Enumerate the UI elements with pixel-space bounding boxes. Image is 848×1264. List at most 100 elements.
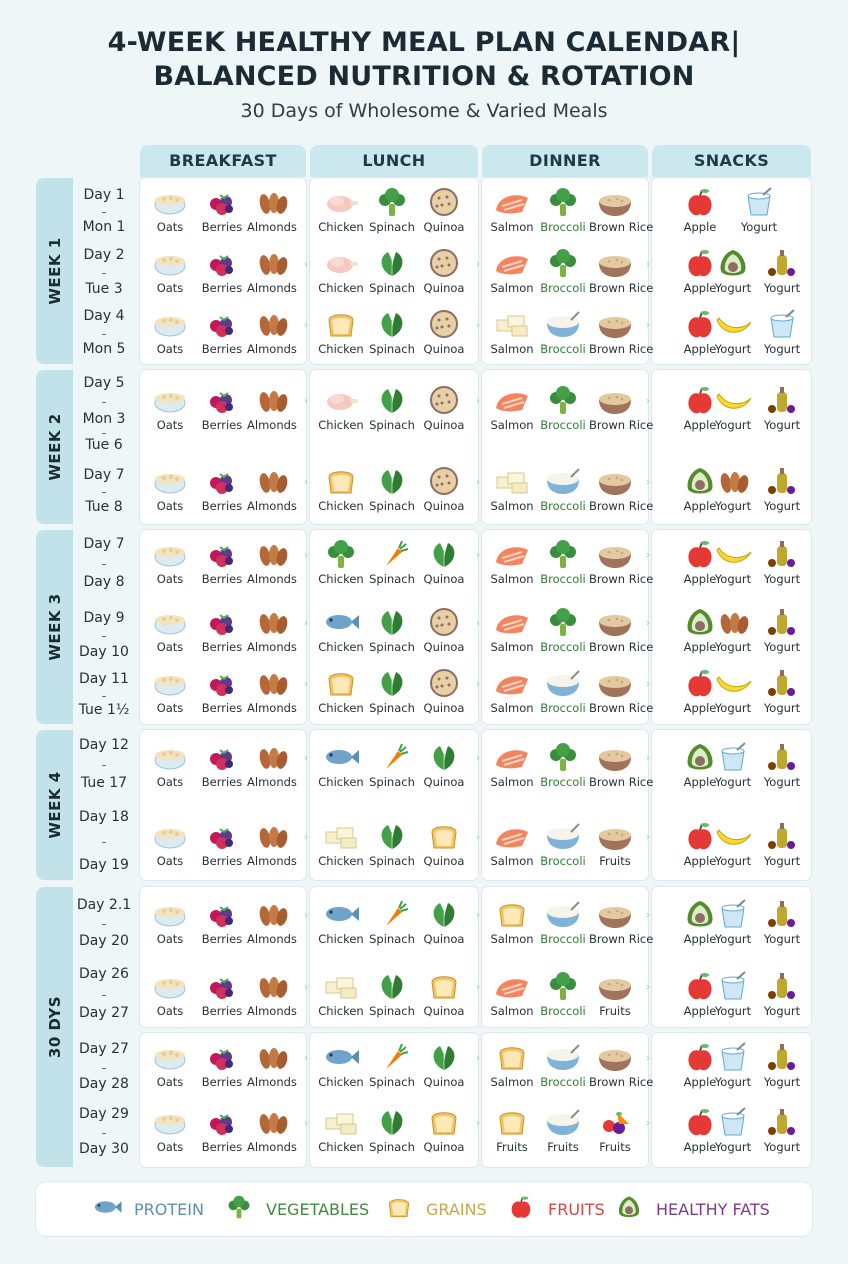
almonds-icon [707, 606, 759, 638]
rice-icon [589, 606, 641, 638]
meal-item-label: Berries [201, 701, 243, 715]
meal-item: Quinoa [418, 538, 470, 586]
meal-item: Almonds [246, 1106, 298, 1154]
ricebowl-icon [537, 1041, 589, 1073]
meal-item-label: Broccoli [540, 1004, 586, 1018]
meal-item-label: Salmon [490, 1075, 534, 1089]
meal-item: Spinach [366, 247, 418, 295]
apple-icon [674, 820, 726, 852]
day-label: Mon 3 [82, 411, 126, 427]
meal-item-label: Salmon [490, 701, 534, 715]
meal-item-label: Chicken [318, 220, 364, 234]
meal-item-label: Chicken [318, 775, 364, 789]
meal-item: Quinoa [418, 741, 470, 789]
meal-item-label: Oats [156, 499, 184, 513]
meal-item: Chicken [315, 247, 367, 295]
day-label: Tue 3 [85, 281, 123, 297]
meal-item: Apple [674, 247, 726, 295]
week-label: WEEK 2 [45, 413, 64, 481]
day-label: Day 29 [79, 1106, 129, 1122]
meal-item: Chicken [315, 898, 367, 946]
almonds-icon [246, 970, 298, 1002]
salmon-icon [486, 970, 538, 1002]
meal-item: Apple [674, 667, 726, 715]
day-label: Day 2.1 [76, 897, 132, 913]
week-tab-4: WEEK 4 [36, 730, 73, 880]
meal-item-label: Broccoli [540, 220, 586, 234]
meal-item: Almonds [246, 186, 298, 234]
oats-icon [144, 741, 196, 773]
rotation-arrow: › [304, 259, 308, 270]
oats-icon [144, 1041, 196, 1073]
berries-icon [196, 538, 248, 570]
meal-item-label: Salmon [490, 775, 534, 789]
almonds-icon [246, 898, 298, 930]
meal-item: Yogurt [707, 308, 759, 356]
meal-item-label: Broccoli [540, 281, 586, 295]
rotation-arrow: › [646, 259, 650, 270]
carrot-icon [366, 538, 418, 570]
oats-icon [144, 538, 196, 570]
meal-item: Oats [144, 538, 196, 586]
meal-item-label: Apple [683, 342, 717, 356]
meal-item-label: Oats [156, 1075, 184, 1089]
apple-icon [674, 247, 726, 279]
meal-item: Salmon [486, 247, 538, 295]
meal-item: Brown Rice [589, 898, 653, 946]
broccoli-icon [537, 384, 589, 416]
broccoli-icon [537, 741, 589, 773]
meal-item-label: Berries [201, 572, 243, 586]
meal-item: Yogurt [756, 247, 808, 295]
meal-item-label: Fruits [599, 854, 631, 868]
day-label: Tue 17 [80, 775, 128, 791]
meal-item: Yogurt [707, 1106, 759, 1154]
day-separator: - [101, 629, 107, 643]
meal-item-label: Almonds [247, 418, 297, 432]
rotation-arrow: › [304, 1053, 308, 1064]
meal-item: Chicken [315, 1041, 367, 1089]
meal-item-label: Yogurt [714, 1004, 752, 1018]
meal-item: Almonds [246, 970, 298, 1018]
day-separator: - [101, 1060, 107, 1075]
meal-item: Berries [196, 186, 248, 234]
broccoli-icon [537, 538, 589, 570]
meal-item-label: Yogurt [714, 281, 752, 295]
title-line-2: BALANCED NUTRITION & ROTATION [153, 61, 695, 92]
quinoa-icon [418, 186, 470, 218]
meal-item-label: Yogurt [714, 701, 752, 715]
meal-item: Spinach [366, 667, 418, 715]
meal-item: Salmon [486, 606, 538, 654]
chicken-icon [315, 186, 367, 218]
meal-item: Quinoa [418, 308, 470, 356]
meal-item-label: Almonds [247, 1004, 297, 1018]
fish-icon [86, 1193, 128, 1225]
meal-item-label: Yogurt [714, 499, 752, 513]
meal-item: Chicken [315, 308, 367, 356]
meal-item: Apple [674, 898, 726, 946]
meal-item-label: Chicken [318, 281, 364, 295]
meal-item: Yogurt [756, 606, 808, 654]
oats-icon [144, 606, 196, 638]
meal-item-label: Almonds [247, 499, 297, 513]
meal-item: Berries [196, 898, 248, 946]
yogurt-icon [733, 186, 785, 218]
meal-item: Oats [144, 898, 196, 946]
day-separator: - [101, 485, 107, 499]
meal-item: Apple [674, 970, 726, 1018]
meal-item-label: Spinach [369, 1140, 415, 1154]
almonds-icon [246, 820, 298, 852]
meal-item-label: Berries [201, 342, 243, 356]
oats-icon [144, 667, 196, 699]
day-label: Day 9 [83, 610, 125, 626]
salmon-icon [486, 741, 538, 773]
apple-icon [674, 308, 726, 340]
ricebowl-icon [537, 667, 589, 699]
meal-item: Salmon [486, 308, 538, 356]
meal-item: Chicken [315, 465, 367, 513]
meal-item: Apple [674, 538, 726, 586]
fish-icon [315, 741, 367, 773]
meal-item: Oats [144, 247, 196, 295]
rotation-arrow: › [476, 910, 480, 921]
meal-item-label: Almonds [247, 701, 297, 715]
day-label: Tue 8 [85, 499, 123, 515]
